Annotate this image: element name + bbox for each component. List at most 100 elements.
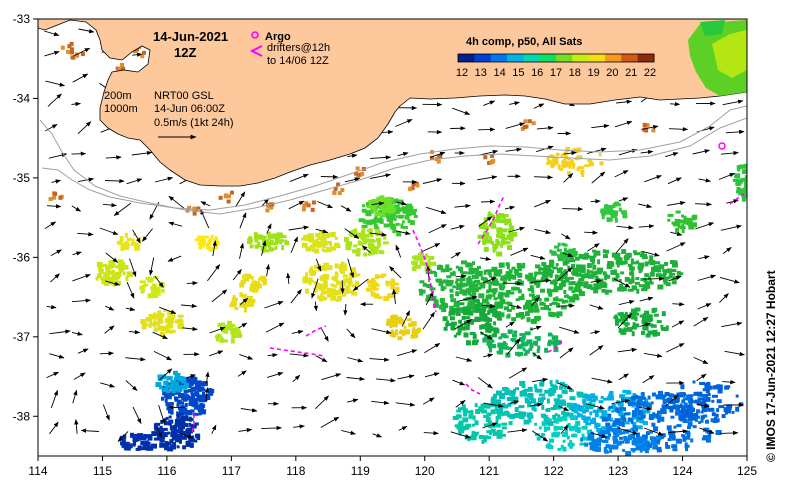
sst-pixel (573, 296, 580, 301)
current-vector (49, 329, 71, 335)
sst-pixel (185, 441, 191, 447)
sst-pixel (540, 267, 545, 271)
sst-pixel (705, 419, 709, 424)
sst-pixel (374, 215, 378, 219)
sst-pixel (572, 272, 578, 276)
sst-pixel (178, 391, 181, 397)
sst-pixel (551, 270, 555, 274)
current-vector (313, 301, 319, 312)
sst-pixel (624, 311, 628, 315)
sst-pixel (606, 217, 610, 223)
sst-pixel (172, 370, 178, 375)
sst-pixel (514, 407, 519, 412)
sst-pixel (184, 418, 190, 422)
sst-pixel (627, 288, 634, 292)
sst-pixel (647, 330, 653, 335)
sst-pixel (597, 407, 604, 413)
current-vector (618, 197, 629, 202)
sst-pixel (567, 265, 571, 269)
sst-pixel (343, 236, 349, 242)
current-vector (505, 321, 515, 328)
sst-pixel (269, 239, 274, 245)
sst-pixel (331, 276, 337, 281)
sst-pixel (320, 291, 327, 295)
sst-pixel (190, 438, 196, 443)
sst-pixel (591, 438, 595, 444)
sst-pixel (382, 241, 389, 245)
current-vector (375, 378, 396, 383)
sst-pixel (326, 249, 332, 253)
sst-pixel (631, 331, 635, 337)
sst-pixel (486, 233, 490, 238)
drifter-track (477, 195, 505, 245)
x-tick-label: 118 (286, 464, 305, 478)
sst-pixel (389, 217, 393, 223)
sst-pixel (474, 304, 478, 309)
sst-pixel (578, 291, 585, 296)
sst-pixel (217, 323, 223, 327)
current-vector (209, 350, 224, 357)
sst-pixel (627, 396, 633, 400)
current-vector (508, 226, 526, 233)
sst-pixel (553, 287, 559, 293)
sst-pixel (576, 281, 580, 287)
sst-pixel (601, 282, 608, 288)
sst-pixel (523, 304, 527, 310)
sst-pixel (327, 266, 331, 270)
sst-pixel (711, 412, 716, 417)
sst-pixel (458, 266, 463, 270)
colorbar-segment (523, 54, 541, 62)
current-vector (235, 191, 246, 208)
sst-pixel (623, 412, 630, 416)
sst-pixel (492, 311, 496, 317)
sst-pixel (485, 327, 491, 333)
sst-pixel (687, 222, 691, 226)
drifter-track (269, 347, 325, 357)
current-vector (530, 325, 542, 331)
sst-pixel (395, 329, 398, 333)
current-vector (315, 355, 328, 363)
current-vector (638, 203, 653, 209)
sst-pixel (558, 283, 565, 288)
sst-pixel (418, 253, 423, 257)
current-vector (718, 172, 736, 180)
sst-pixel (472, 281, 476, 285)
sst-pixel (671, 269, 677, 272)
x-tick-label: 121 (479, 464, 499, 478)
sst-pixel (573, 403, 578, 408)
sst-pixel (507, 329, 513, 334)
sst-pixel (702, 397, 706, 402)
sst-pixel (692, 222, 697, 228)
sst-pixel (667, 438, 672, 441)
sst-pixel (548, 311, 554, 317)
sst-pixel (125, 275, 129, 281)
sst-pixel (621, 415, 626, 421)
sst-pixel (498, 408, 502, 413)
sst-pixel (236, 333, 243, 338)
sst-pixel (656, 320, 662, 324)
sst-pixel (485, 294, 489, 299)
sst-pixel (319, 275, 326, 281)
sst-pixel (177, 318, 183, 322)
sst-pixel (667, 218, 671, 222)
sst-pixel (662, 272, 667, 276)
sst-pixel (241, 293, 247, 298)
current-vector (290, 289, 302, 304)
sst-pixel (572, 163, 575, 169)
sst-pixel (253, 232, 258, 236)
sst-pixel (676, 394, 683, 398)
sst-pixel (595, 446, 601, 452)
current-vector (315, 228, 329, 234)
sst-pixel (339, 269, 345, 274)
sst-pixel (618, 413, 624, 417)
sst-pixel (652, 266, 658, 272)
sst-pixel (557, 447, 562, 451)
sst-pixel (373, 217, 379, 222)
sst-pixel (560, 305, 567, 310)
sst-pixel (208, 390, 214, 396)
sst-pixel (472, 415, 476, 421)
sst-pixel (214, 335, 219, 339)
sst-pixel (402, 206, 406, 211)
sst-pixel (743, 163, 747, 169)
current-vector (77, 177, 95, 183)
